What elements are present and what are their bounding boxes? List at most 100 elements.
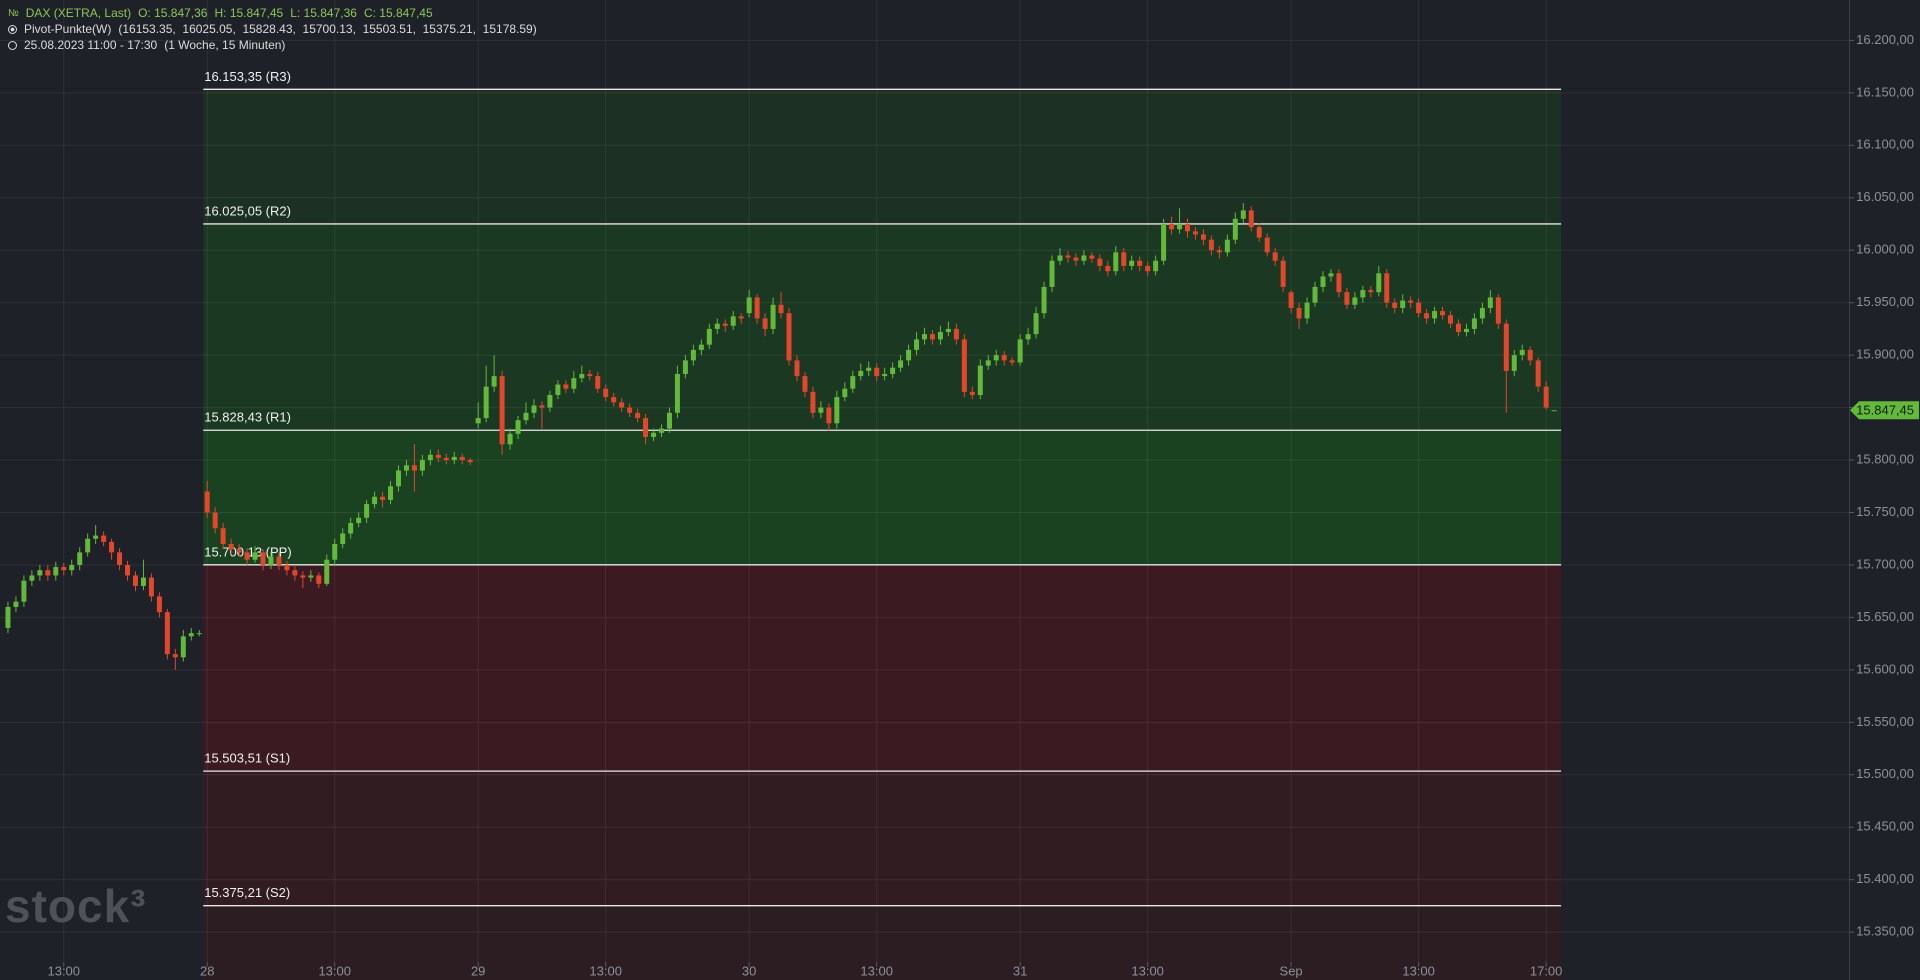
candle-body: [1384, 273, 1390, 303]
candle-body: [388, 486, 394, 500]
candle-body: [372, 496, 378, 505]
candle-body: [1487, 297, 1493, 308]
candle-body: [156, 596, 162, 613]
candle-body: [1543, 386, 1549, 408]
candle-body: [1113, 252, 1119, 272]
candle-body: [547, 395, 553, 408]
candle-body: [762, 318, 768, 329]
candle-body: [826, 407, 832, 424]
candle-body: [953, 328, 959, 340]
candle-body: [1360, 290, 1366, 298]
x-tick-label: 29: [471, 963, 485, 978]
pivot-label: 15.828,43 (R1): [204, 410, 291, 425]
candle-body: [778, 304, 784, 314]
candle-body: [1177, 223, 1183, 230]
pivot-zone: [203, 430, 1562, 565]
candle-body: [1272, 252, 1278, 261]
candle-body: [1463, 328, 1469, 333]
candle-body: [69, 564, 75, 571]
pivot-zone: [203, 905, 1562, 980]
ohlc: L: 15.847,36: [290, 6, 357, 20]
candle-body: [1511, 355, 1517, 371]
candle-body: [340, 533, 346, 544]
candle-body: [37, 570, 43, 576]
candle-body: [148, 577, 154, 597]
period-detail: (1 Woche, 15 Minuten): [164, 38, 286, 52]
candle-body: [866, 367, 872, 371]
ohlc: C: 15.847,45: [363, 6, 433, 20]
candle-body: [1033, 313, 1039, 335]
pivot-label: 15.503,51 (S1): [204, 751, 290, 766]
candle-body: [459, 456, 465, 461]
candle-body: [555, 384, 561, 396]
candle-body: [308, 575, 314, 578]
y-tick-label: 15.350,00: [1856, 924, 1914, 939]
period: 25.08.2023 11:00 - 17:30: [24, 38, 158, 52]
candle-body: [1408, 300, 1414, 303]
candle-body: [1129, 260, 1135, 266]
candle-body: [635, 412, 641, 419]
candle-body: [1169, 223, 1175, 230]
candle-body: [77, 552, 83, 565]
x-tick-label: 13:00: [589, 963, 622, 978]
y-tick-label: 15.900,00: [1856, 347, 1914, 362]
candle-body: [1057, 255, 1063, 261]
candle-body: [1256, 227, 1262, 238]
candle-body: [1089, 255, 1095, 259]
candle-body: [619, 402, 625, 408]
candle-body: [977, 365, 983, 396]
candle-body: [1153, 260, 1159, 272]
candle-body: [754, 297, 760, 319]
pivot-label: 16.025,05 (R2): [204, 203, 291, 218]
candle-body: [204, 491, 210, 513]
y-tick-label: 15.500,00: [1856, 766, 1914, 781]
candle-body: [1440, 311, 1446, 316]
candle-body: [188, 633, 194, 637]
candle-body: [1527, 349, 1533, 361]
candle-body: [180, 636, 186, 658]
candle-body: [29, 575, 35, 581]
candle-body: [674, 374, 680, 413]
candle-body: [5, 606, 11, 628]
last-price-badge: [1850, 401, 1919, 420]
y-tick-label: 15.950,00: [1856, 294, 1914, 309]
y-tick-label: 15.600,00: [1856, 661, 1914, 676]
indicator-icon: [8, 24, 17, 34]
candle-body: [794, 360, 800, 377]
x-tick-label: 13:00: [1402, 963, 1435, 978]
candle-body: [164, 612, 170, 655]
candle-body: [125, 564, 131, 576]
candle-body: [268, 556, 274, 565]
x-tick-label: 28: [200, 963, 214, 978]
pivot-zone: [203, 89, 1562, 224]
candle-body: [1145, 265, 1151, 272]
candle-body: [348, 522, 354, 534]
y-tick-label: 15.650,00: [1856, 609, 1914, 624]
candle-body: [627, 407, 633, 413]
candle-body: [1432, 311, 1438, 319]
candle-body: [914, 339, 920, 350]
candle-body: [890, 367, 896, 375]
candle-body: [698, 344, 704, 350]
candle-body: [1049, 260, 1055, 287]
candle-body: [1455, 323, 1461, 333]
candle-body: [1296, 307, 1302, 319]
candle-body: [961, 339, 967, 392]
candle-body: [770, 304, 776, 329]
candle-body: [906, 349, 912, 361]
candle-body: [244, 552, 250, 560]
candle-body: [300, 575, 306, 578]
candle-body: [21, 580, 27, 602]
candle-body: [738, 316, 744, 319]
candle-body: [236, 549, 242, 553]
candle-body: [483, 386, 489, 419]
y-tick-label: 15.550,00: [1856, 714, 1914, 729]
candle-body: [898, 360, 904, 368]
candle-body: [1001, 355, 1007, 361]
candle-body: [252, 552, 258, 560]
candle-body: [276, 556, 282, 565]
candle-body: [651, 432, 657, 437]
candle-body: [603, 388, 609, 398]
